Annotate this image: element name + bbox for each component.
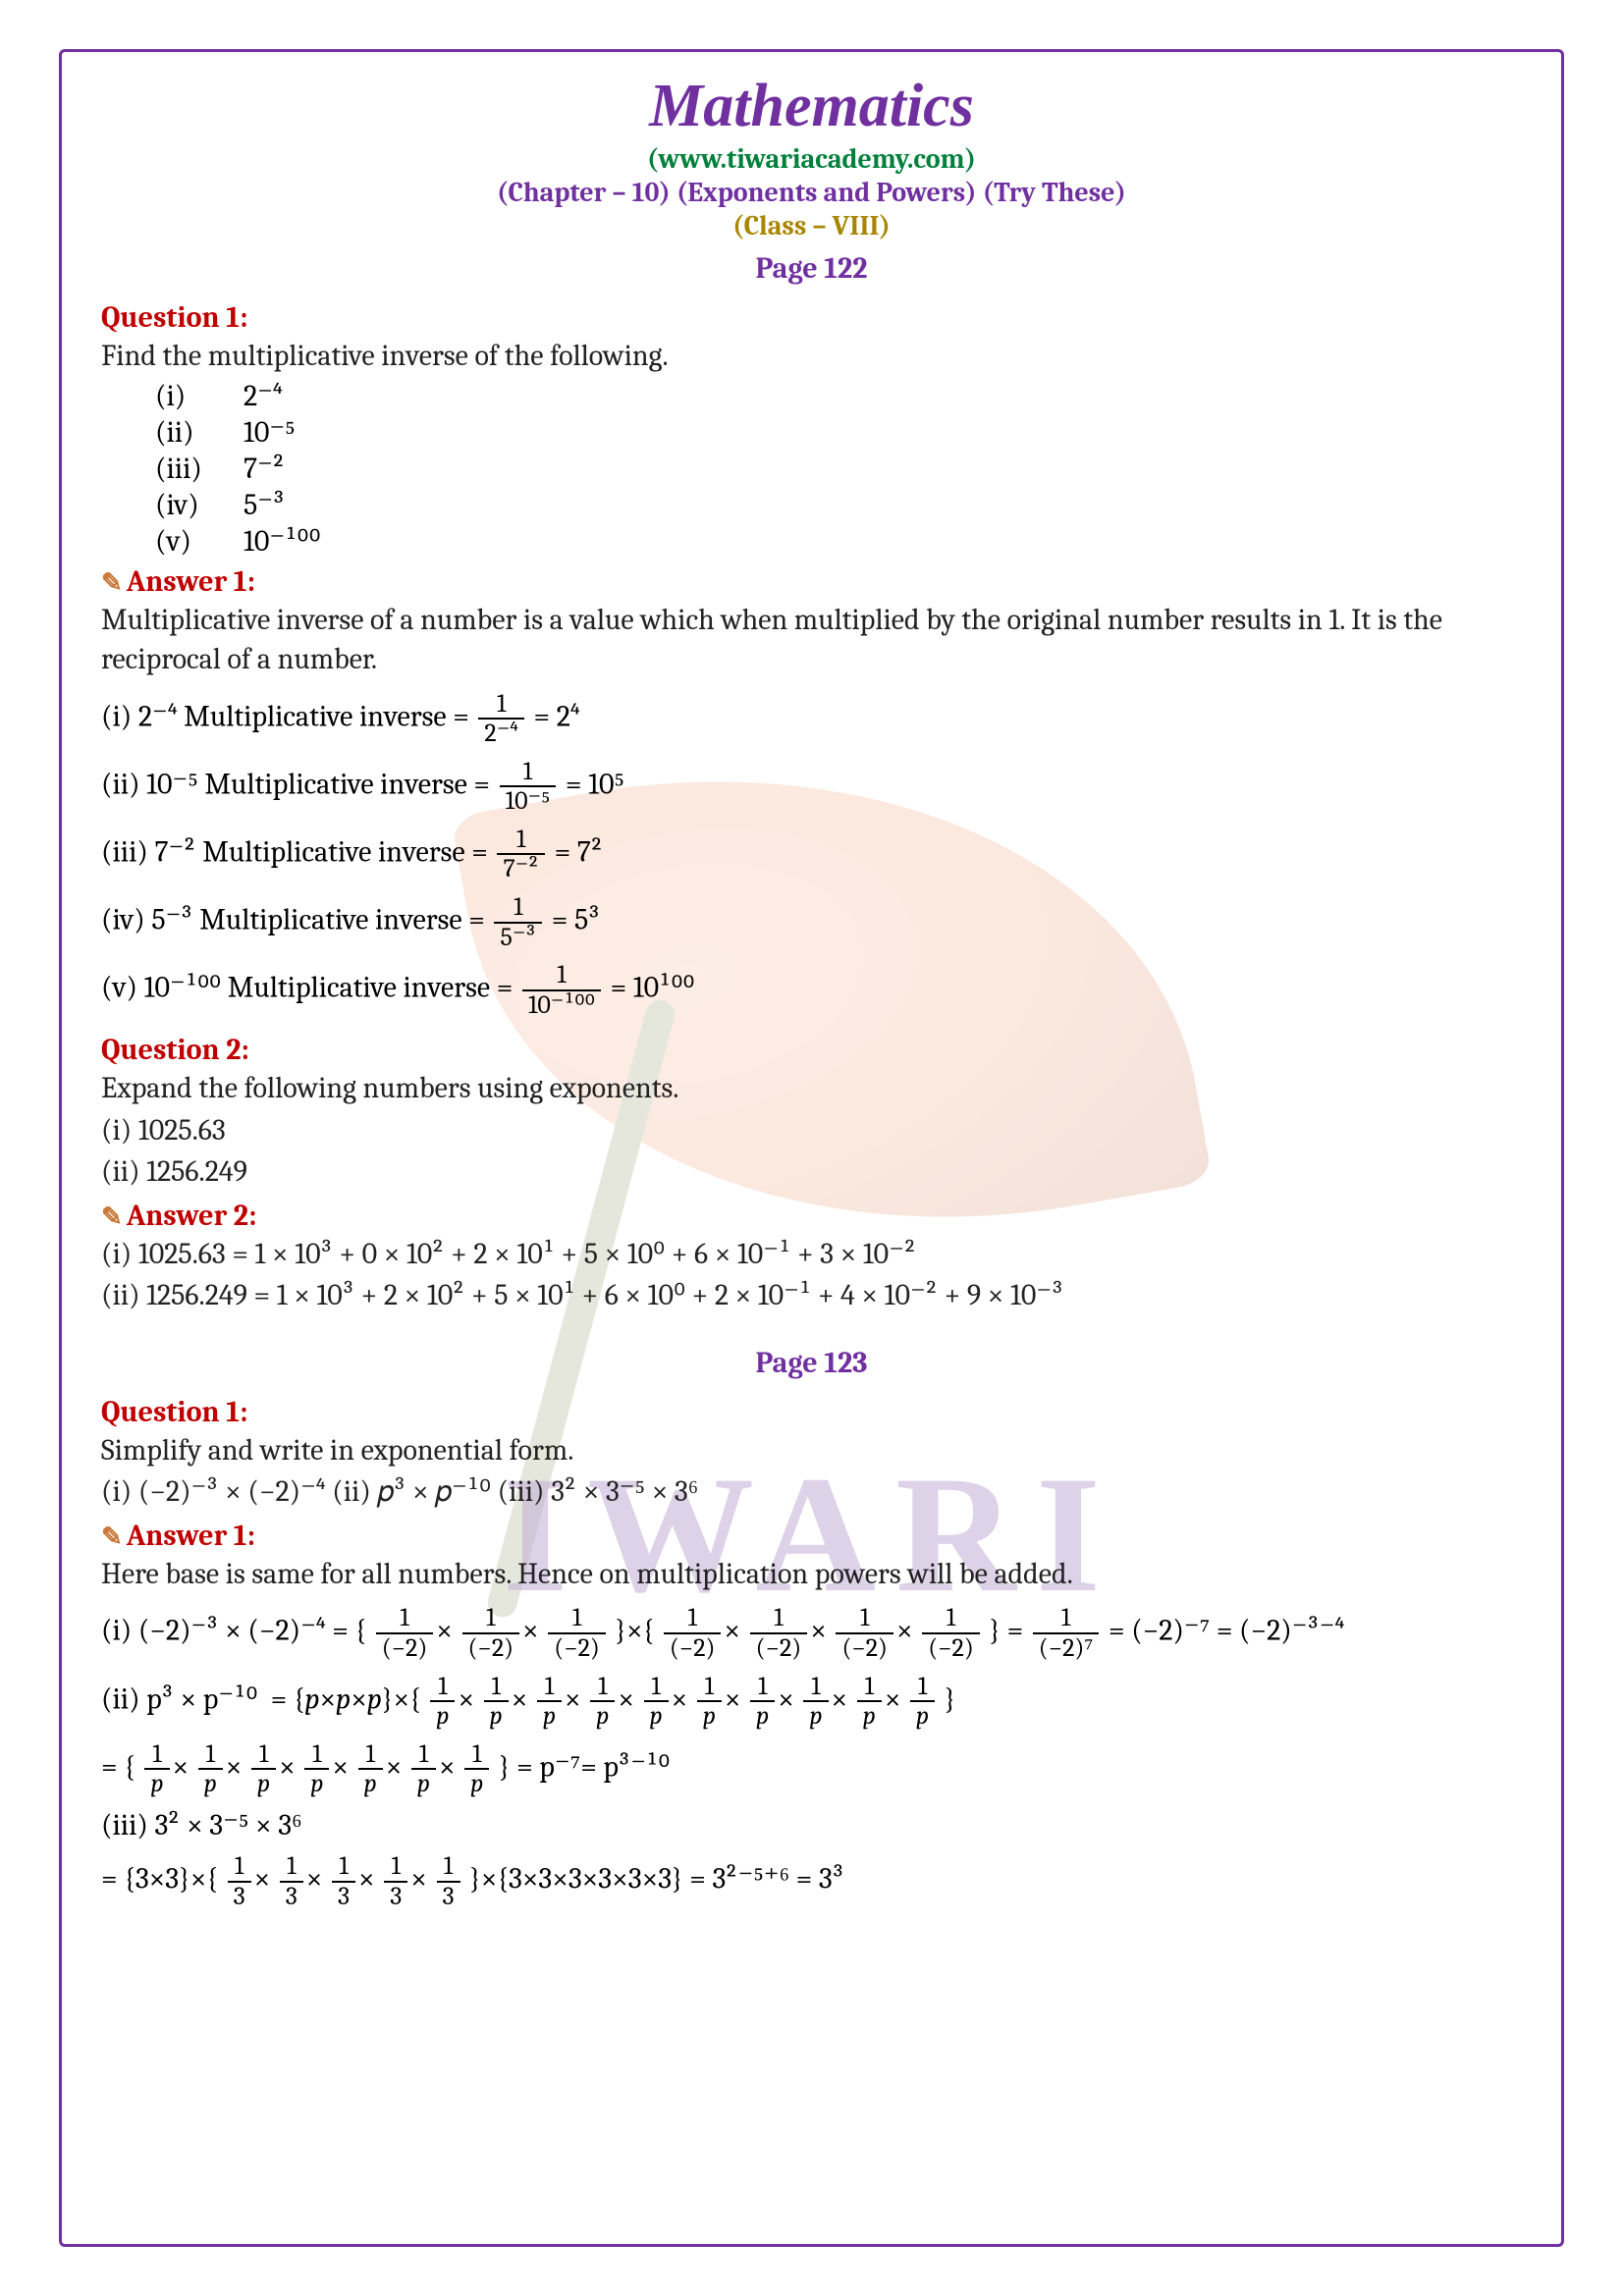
a2-row: (i) 1025.63 = 1 × 10³ + 0 × 10² + 2 × 10… <box>101 1235 1522 1275</box>
a1-row: (iii) 7⁻² Multiplicative inverse = 17⁻² … <box>101 826 1522 883</box>
a1-intro: Multiplicative inverse of a number is a … <box>101 601 1522 680</box>
a1-row: (ii) 10⁻⁵ Multiplicative inverse = 110⁻⁵… <box>101 758 1522 816</box>
header-url: (www.tiwariacademy.com) <box>101 143 1522 175</box>
list-item: (iii)7⁻² <box>155 452 1522 486</box>
page-label-123: Page 123 <box>101 1346 1522 1380</box>
a3-row-2: (ii) p³ × p⁻¹⁰ = {p×p×p}×{ 1p× 1p× 1p× 1… <box>101 1673 1522 1731</box>
page-frame: IWARI Mathematics (www.tiwariacademy.com… <box>59 49 1564 2247</box>
a3-row-1: (i) (−2)⁻³ × (−2)⁻⁴ = { 1(−2)× 1(−2)× 1(… <box>101 1604 1522 1662</box>
page-label-122: Page 122 <box>101 251 1522 286</box>
a3-row-3: (iii) 3² × 3⁻⁵ × 3⁶ <box>101 1808 1522 1842</box>
page: IWARI Mathematics (www.tiwariacademy.com… <box>0 0 1623 2296</box>
q1-heading: Question 1: <box>101 300 1522 335</box>
a3-heading: Answer 1: <box>101 1519 1522 1553</box>
a3-intro: Here base is same for all numbers. Hence… <box>101 1555 1522 1595</box>
a2-heading: Answer 2: <box>101 1199 1522 1233</box>
q2-item: (i) 1025.63 <box>101 1111 1522 1151</box>
page-title: Mathematics <box>101 72 1522 141</box>
fraction: 12⁻⁴ <box>478 690 523 748</box>
fraction: 110⁻⁵ <box>500 758 557 816</box>
header-class: (Class – VIII) <box>101 210 1522 241</box>
a1-row: (v) 10⁻¹⁰⁰ Multiplicative inverse = 110⁻… <box>101 961 1522 1019</box>
header-chapter: (Chapter – 10) (Exponents and Powers) (T… <box>101 177 1522 208</box>
list-item: (iv)5⁻³ <box>155 488 1522 522</box>
q1-prompt: Find the multiplicative inverse of the f… <box>101 337 1522 377</box>
a3-row-3b: = {3×3}×{ 13× 13× 13× 13× 13 }×{3×3×3×3×… <box>101 1852 1522 1910</box>
q3-prompt: Simplify and write in exponential form. <box>101 1431 1522 1471</box>
fraction: 17⁻² <box>497 826 545 883</box>
list-item: (i)2⁻⁴ <box>155 379 1522 413</box>
list-item: (v)10⁻¹⁰⁰ <box>155 524 1522 559</box>
q2-heading: Question 2: <box>101 1033 1522 1067</box>
a2-row: (ii) 1256.249 = 1 × 10³ + 2 × 10² + 5 × … <box>101 1276 1522 1316</box>
q1-items: (i)2⁻⁴ (ii)10⁻⁵ (iii)7⁻² (iv)5⁻³ (v)10⁻¹… <box>155 379 1522 559</box>
a1-row: (iv) 5⁻³ Multiplicative inverse = 15⁻³ =… <box>101 893 1522 951</box>
a1-row: (i) 2⁻⁴ Multiplicative inverse = 12⁻⁴ = … <box>101 690 1522 748</box>
a1-heading: Answer 1: <box>101 564 1522 599</box>
fraction: 15⁻³ <box>494 893 542 951</box>
list-item: (ii)10⁻⁵ <box>155 415 1522 450</box>
q2-item: (ii) 1256.249 <box>101 1152 1522 1193</box>
q3-sub: (i) (−2)⁻³ × (−2)⁻⁴ (ii) 𝑝³ × 𝑝⁻¹⁰ (iii)… <box>101 1472 1522 1513</box>
a3-row-2b: = { 1p× 1p× 1p× 1p× 1p× 1p× 1p } = p⁻⁷= … <box>101 1740 1522 1798</box>
q3-heading: Question 1: <box>101 1395 1522 1429</box>
fraction: 110⁻¹⁰⁰ <box>522 961 601 1019</box>
content: Mathematics (www.tiwariacademy.com) (Cha… <box>101 72 1522 1910</box>
q2-prompt: Expand the following numbers using expon… <box>101 1069 1522 1109</box>
